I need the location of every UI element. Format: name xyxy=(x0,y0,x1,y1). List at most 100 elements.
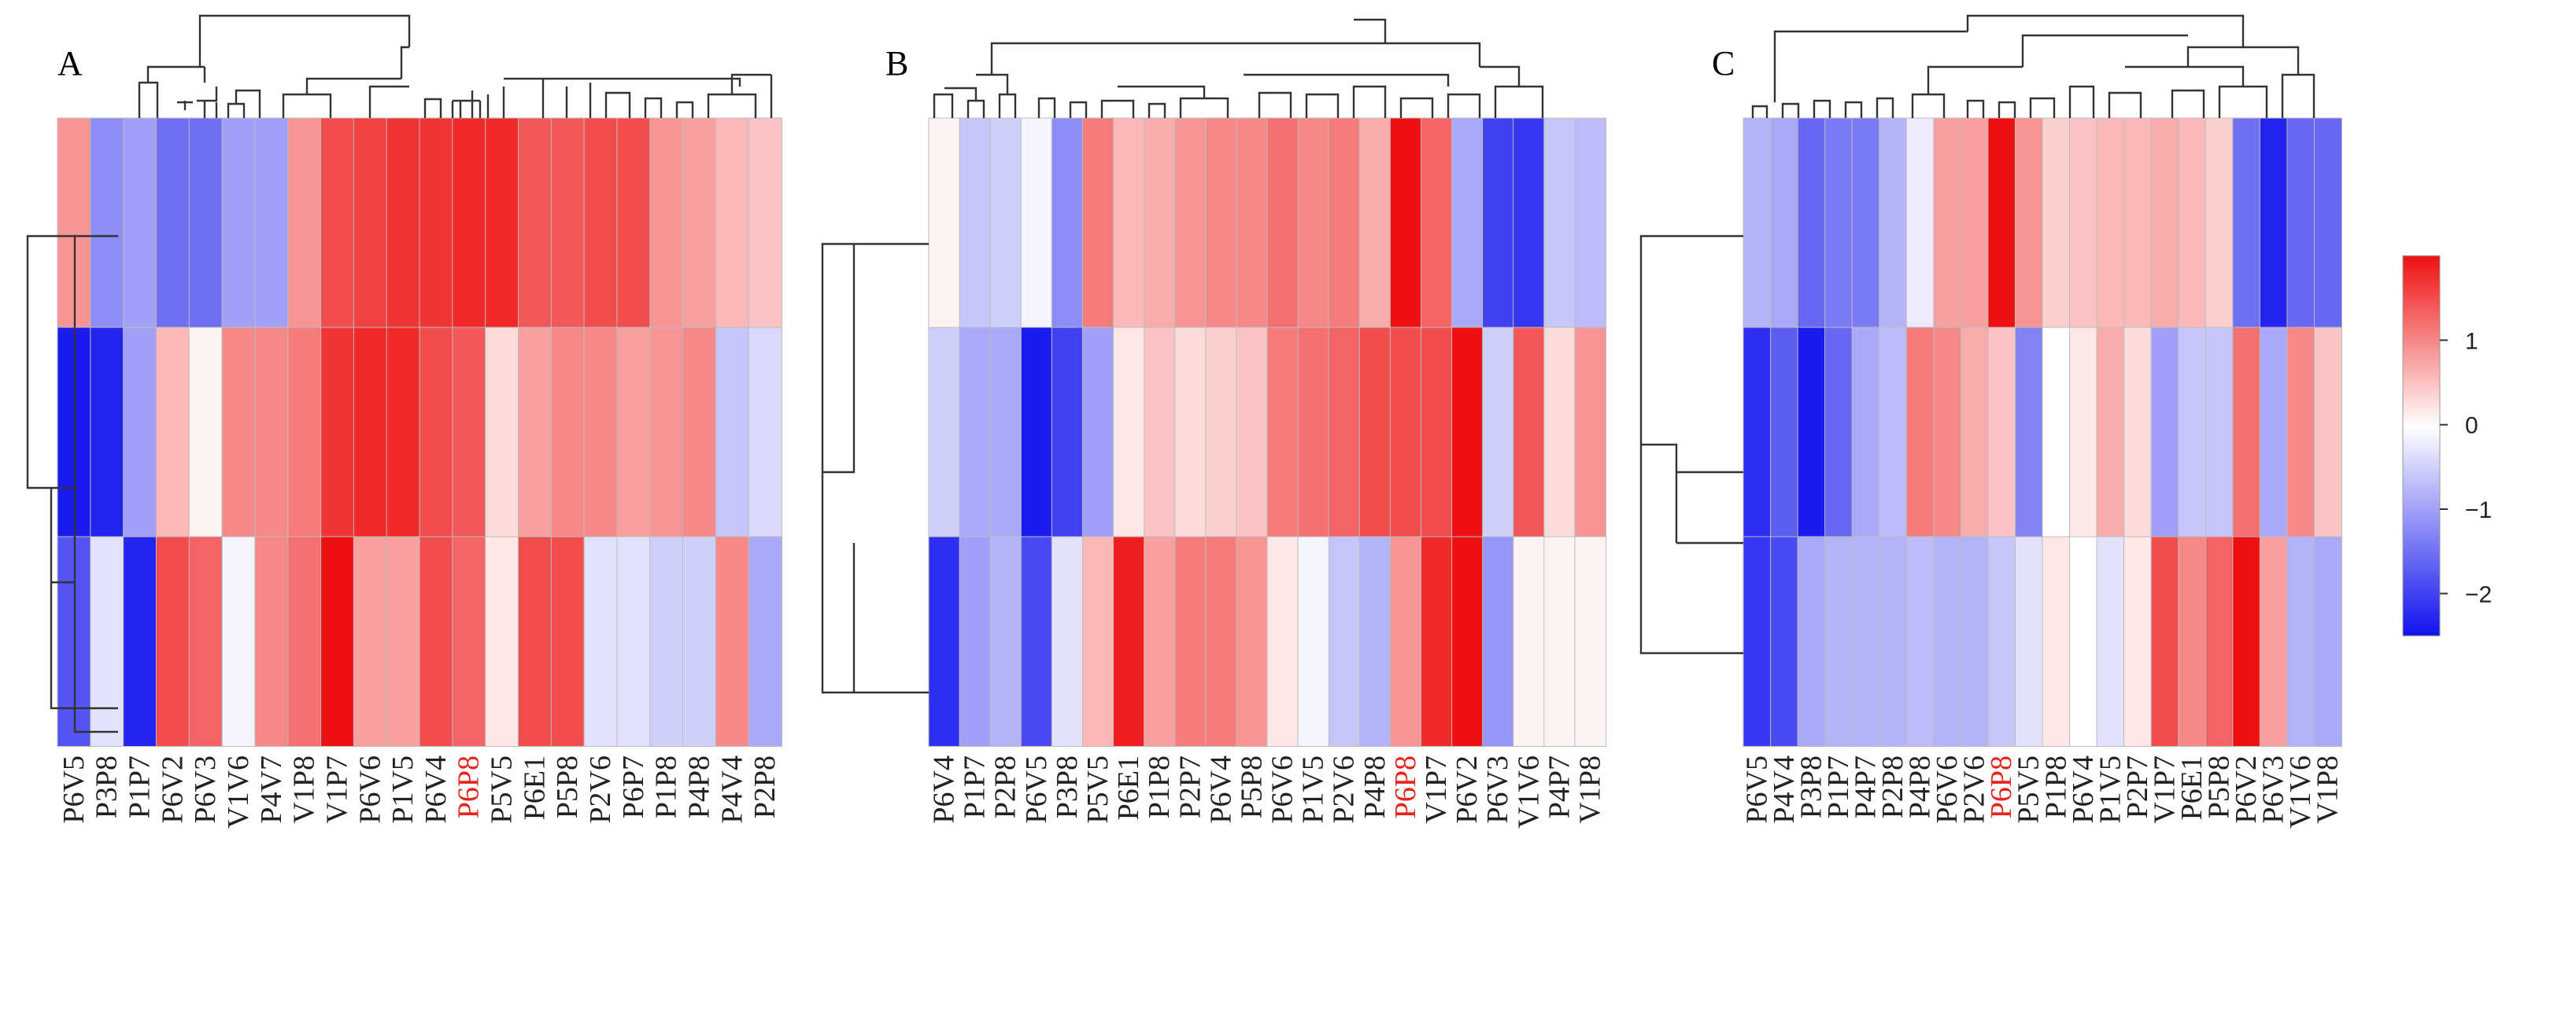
column-label: P6V5 xyxy=(57,755,91,824)
heatmap-cell xyxy=(583,536,618,747)
heatmap-cell xyxy=(287,117,322,328)
column-label: P6V6 xyxy=(1266,755,1299,824)
heatmap-cell xyxy=(2096,327,2125,537)
heatmap-cell xyxy=(1266,536,1299,747)
heatmap-cell xyxy=(1420,327,1453,537)
heatmap-cell xyxy=(2069,327,2098,537)
heatmap-cell xyxy=(715,117,750,328)
column-label: P4P8 xyxy=(1904,755,1937,818)
heatmap-cell xyxy=(2042,117,2071,328)
heatmap-cell xyxy=(1205,536,1237,747)
heatmap-cell xyxy=(649,117,684,328)
heatmap-cell xyxy=(2313,536,2342,747)
heatmap-cell xyxy=(1236,536,1269,747)
heatmap-cell xyxy=(1574,327,1607,537)
heatmap-cell xyxy=(1451,536,1484,747)
heatmap-cell xyxy=(1266,117,1299,328)
heatmap-cell xyxy=(1879,327,1908,537)
column-label: P1P7 xyxy=(959,755,992,818)
heatmap-cell xyxy=(1420,117,1453,328)
heatmap-cell xyxy=(1743,327,1772,537)
heatmap-cell xyxy=(287,327,322,537)
heatmap-cell xyxy=(1797,117,1826,328)
column-label: P1V5 xyxy=(1297,755,1330,824)
heatmap-cell xyxy=(1051,117,1084,328)
heatmap-cell xyxy=(583,327,618,537)
heatmap-cell xyxy=(616,327,651,537)
heatmap-cell xyxy=(1113,117,1145,328)
heatmap-cell xyxy=(2178,117,2207,328)
heatmap-cell xyxy=(1081,117,1114,328)
heatmap-cell xyxy=(2232,536,2261,747)
column-label: P6P7 xyxy=(617,755,650,818)
heatmap-cell xyxy=(715,536,750,747)
heatmap-cell xyxy=(1358,327,1391,537)
column-label: P2P7 xyxy=(2121,755,2154,818)
heatmap-cell xyxy=(2123,536,2153,747)
heatmap-cell xyxy=(1905,536,1935,747)
column-label: P6V2 xyxy=(2230,755,2263,824)
heatmap-cell xyxy=(1266,327,1299,537)
heatmap-cell xyxy=(2232,117,2261,328)
column-label: P6V6 xyxy=(1931,755,1964,824)
heatmap-cell xyxy=(1851,117,1880,328)
heatmap-cell xyxy=(452,536,486,747)
heatmap-cell xyxy=(90,536,124,747)
heatmap-cell xyxy=(1824,536,1853,747)
heatmap-cell xyxy=(989,117,1022,328)
heatmap-cell xyxy=(550,117,586,328)
column-label: V1V6 xyxy=(1512,755,1545,829)
heatmap-cell xyxy=(682,327,717,537)
column-label: P6P8 xyxy=(1389,755,1422,818)
heatmap-cell xyxy=(2069,117,2098,328)
column-label: P6E1 xyxy=(1112,755,1145,820)
heatmap-cell xyxy=(1020,327,1053,537)
heatmap-cell xyxy=(452,327,486,537)
heatmap-cell xyxy=(1482,117,1514,328)
heatmap-cell xyxy=(1960,536,1989,747)
heatmap-cell xyxy=(550,327,586,537)
heatmap-cell xyxy=(989,536,1022,747)
heatmap-cell xyxy=(959,536,992,747)
heatmap-cell xyxy=(928,327,961,537)
column-label: P4P8 xyxy=(1358,755,1391,818)
column-label: P4V7 xyxy=(255,755,288,824)
heatmap-cell xyxy=(1960,327,1989,537)
heatmap-cell xyxy=(682,117,717,328)
heatmap-cell xyxy=(1205,327,1237,537)
column-label: P1P8 xyxy=(650,755,683,818)
column-label: P6V2 xyxy=(156,755,189,824)
column-label: P5P8 xyxy=(551,755,584,818)
heatmap-cell xyxy=(386,117,420,328)
heatmap-cell xyxy=(1851,536,1880,747)
column-label: P2P7 xyxy=(1173,755,1207,818)
heatmap-cell xyxy=(959,327,992,537)
column-label: P6V4 xyxy=(1204,755,1237,824)
column-dendrogram-c xyxy=(1751,14,2315,118)
column-label: P5P8 xyxy=(1235,755,1268,818)
column-label: P6V3 xyxy=(1481,755,1514,824)
heatmap-cell xyxy=(1905,327,1935,537)
heatmap-cell xyxy=(386,536,420,747)
heatmap-panel-b: P6V4P1P7P2P8P6V5P3P8P5V5P6E1P1P8P2P7P6V4… xyxy=(928,117,1607,829)
column-label: V1P7 xyxy=(1420,755,1453,824)
heatmap-cell xyxy=(1770,117,1799,328)
heatmap-cell xyxy=(320,117,355,328)
heatmap-cell xyxy=(2205,117,2234,328)
heatmap-cell xyxy=(649,327,684,537)
heatmap-cell xyxy=(90,327,124,537)
colorbar-tick-label: 0 xyxy=(2465,413,2478,439)
heatmap-cell xyxy=(1879,117,1908,328)
heatmap-cell xyxy=(2069,536,2098,747)
colorbar-ticks: 1 0 −1 −2 xyxy=(2440,328,2492,608)
column-label: P6V4 xyxy=(928,755,961,824)
heatmap-cell xyxy=(1174,536,1207,747)
heatmap-cell xyxy=(1451,117,1484,328)
heatmap-cell xyxy=(320,536,355,747)
heatmap-cell xyxy=(517,536,553,747)
colorbar xyxy=(2402,255,2441,637)
heatmap-cell xyxy=(1174,117,1207,328)
heatmap-panel-a: P6V5 P3P8 P1P7 P6V2 P6V3 V1V6 P4V7 V1P8 V1P7 P6V6… xyxy=(57,117,782,829)
column-label: V1V6 xyxy=(2284,755,2317,829)
column-label: P1P8 xyxy=(1143,755,1176,818)
